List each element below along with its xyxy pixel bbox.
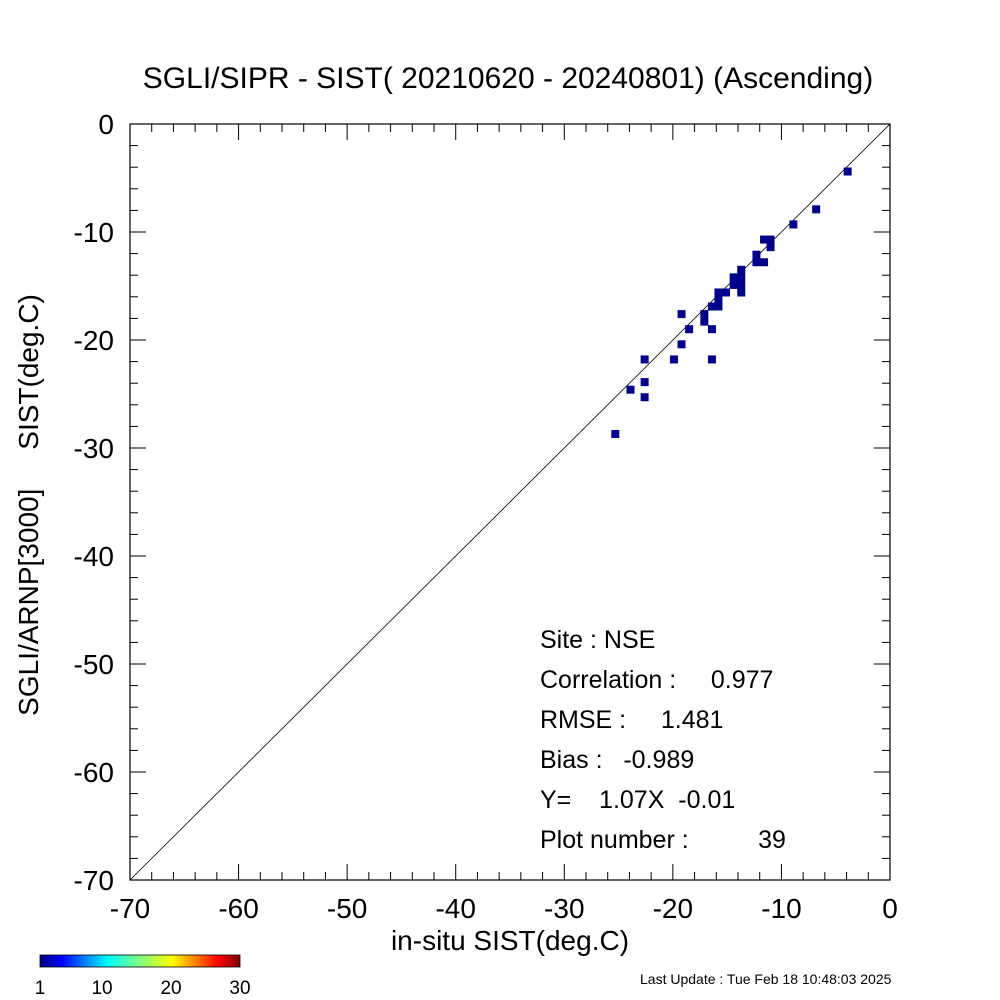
one-to-one-line bbox=[129, 123, 891, 881]
data-point bbox=[752, 250, 761, 259]
stats-site: Site : NSE bbox=[540, 626, 655, 654]
data-point bbox=[626, 385, 635, 394]
data-point bbox=[729, 273, 738, 282]
data-point bbox=[737, 280, 746, 289]
data-point bbox=[737, 265, 746, 274]
y-tick-label: -20 bbox=[74, 325, 114, 356]
stats-fit: Y= 1.07X -0.01 bbox=[540, 786, 735, 814]
x-tick-label: -40 bbox=[435, 893, 475, 924]
colorbar-labels: 1 10 20 30 bbox=[35, 978, 251, 999]
data-point bbox=[812, 205, 821, 214]
stats-rmse: RMSE : 1.481 bbox=[540, 706, 723, 734]
x-tick-label: -60 bbox=[218, 893, 258, 924]
data-point bbox=[640, 355, 649, 364]
y-tick-label: 0 bbox=[98, 109, 114, 140]
stats-box: Site : NSE Correlation : 0.977 RMSE : 1.… bbox=[540, 626, 786, 854]
data-point bbox=[640, 378, 649, 387]
data-point bbox=[789, 220, 798, 229]
data-point bbox=[737, 273, 746, 282]
y-tick-label: -60 bbox=[74, 757, 114, 788]
data-point bbox=[669, 355, 678, 364]
data-point bbox=[707, 325, 716, 334]
data-point bbox=[685, 325, 694, 334]
data-point bbox=[640, 393, 649, 402]
data-point bbox=[677, 340, 686, 349]
data-point bbox=[707, 302, 716, 311]
x-tick-label: -70 bbox=[110, 893, 150, 924]
colorbar-gradient bbox=[39, 954, 241, 968]
stats-plot-number: Plot number : 39 bbox=[540, 826, 786, 854]
data-point bbox=[611, 429, 620, 438]
data-point bbox=[766, 235, 775, 244]
y-tick-label: -30 bbox=[74, 433, 114, 464]
chart-title: SGLI/SIPR - SIST( 20210620 - 20240801) (… bbox=[143, 62, 873, 95]
x-tick-labels: -70 -60 -50 -40 -30 -20 -10 0 bbox=[110, 893, 898, 924]
data-point bbox=[722, 288, 731, 297]
x-tick-label: -30 bbox=[544, 893, 584, 924]
y-tick-label: -40 bbox=[74, 541, 114, 572]
last-update: Last Update : Tue Feb 18 10:48:03 2025 bbox=[640, 971, 892, 987]
data-point bbox=[760, 258, 769, 267]
x-tick-label: -20 bbox=[653, 893, 693, 924]
y-tick-label: -10 bbox=[74, 217, 114, 248]
data-point bbox=[714, 288, 723, 297]
data-point bbox=[737, 288, 746, 297]
axis-ticks bbox=[129, 123, 891, 881]
colorbar: 1 10 20 30 bbox=[35, 954, 251, 999]
data-point bbox=[707, 355, 716, 364]
stats-correlation: Correlation : 0.977 bbox=[540, 666, 773, 694]
colorbar-tick-label: 10 bbox=[91, 978, 112, 999]
data-point bbox=[766, 243, 775, 252]
data-point bbox=[760, 235, 769, 244]
data-points bbox=[611, 167, 852, 438]
data-point bbox=[714, 294, 723, 303]
y-tick-labels: -70 -60 -50 -40 -30 -20 -10 0 bbox=[74, 109, 114, 896]
colorbar-tick-label: 20 bbox=[160, 978, 181, 999]
y-tick-label: -50 bbox=[74, 649, 114, 680]
x-tick-label: -10 bbox=[761, 893, 801, 924]
data-point bbox=[729, 280, 738, 289]
stats-bias: Bias : -0.989 bbox=[540, 746, 694, 774]
data-point bbox=[714, 302, 723, 311]
x-tick-label: 0 bbox=[882, 893, 898, 924]
y-tick-label: -70 bbox=[74, 865, 114, 896]
data-point bbox=[700, 317, 709, 326]
colorbar-tick-label: 1 bbox=[35, 978, 46, 999]
x-tick-label: -50 bbox=[327, 893, 367, 924]
data-point bbox=[677, 310, 686, 319]
y-axis-label: SGLI/ARNP[3000] SIST(deg.C) bbox=[13, 294, 44, 716]
plot-frame bbox=[129, 123, 891, 881]
data-point bbox=[700, 310, 709, 319]
data-point bbox=[752, 258, 761, 267]
x-axis-label: in-situ SIST(deg.C) bbox=[391, 925, 629, 956]
data-point bbox=[843, 167, 852, 176]
colorbar-tick-label: 30 bbox=[229, 978, 250, 999]
